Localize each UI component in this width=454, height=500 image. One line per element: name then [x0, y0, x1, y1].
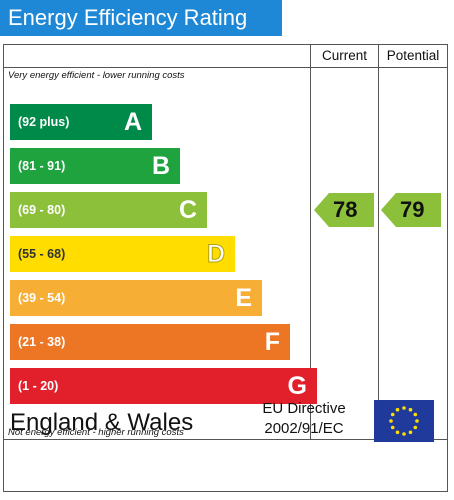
band-g: (1 - 20) G: [10, 368, 317, 404]
band-f: (21 - 38) F: [10, 324, 290, 360]
footer-region: England & Wales: [10, 409, 194, 436]
column-header-current: Current: [321, 48, 367, 63]
band-letter-d: D: [206, 240, 225, 269]
band-letter-c: C: [178, 196, 197, 224]
band-range-g: (1 - 20): [18, 379, 59, 393]
band-b: (81 - 91) B: [10, 148, 180, 184]
band-c: (69 - 80) C: [10, 192, 207, 228]
band-d: (55 - 68) D: [10, 236, 235, 272]
top-note: Very energy efficient - lower running co…: [8, 70, 185, 81]
band-range-d: (55 - 68): [18, 247, 66, 261]
current-rating-arrow-value: 78: [333, 197, 358, 222]
page-title: Energy Efficiency Rating: [8, 5, 248, 30]
current-rating-arrow: 78: [314, 193, 374, 227]
rating-frame: Current Potential Very energy efficient …: [3, 44, 448, 492]
potential-rating-arrow: 79: [381, 193, 441, 227]
bottom-note: Not energy efficient - higher running co…: [8, 427, 184, 438]
band-letter-f: F: [264, 328, 280, 356]
eu-flag-icon: [374, 400, 434, 442]
band-letter-b: B: [151, 152, 170, 180]
divider-potential: [378, 45, 379, 439]
column-header-potential: Potential: [386, 48, 440, 63]
band-letter-a: A: [123, 108, 142, 136]
band-range-f: (21 - 38): [18, 335, 66, 349]
directive-line-1: EU Directive: [262, 400, 346, 417]
band-letter-e: E: [235, 284, 252, 312]
band-letter-g: G: [287, 372, 307, 400]
band-range-c: (69 - 80): [18, 203, 66, 217]
band-a: (92 plus) A: [10, 104, 152, 140]
potential-rating-arrow-value: 79: [400, 197, 425, 222]
band-range-b: (81 - 91): [18, 159, 66, 173]
footer-directive: EU Directive 2002/91/EC: [252, 399, 356, 439]
band-range-a: (92 plus): [18, 115, 70, 129]
divider-current: [310, 45, 311, 439]
directive-line-2: 2002/91/EC: [264, 420, 344, 437]
header-divider: [4, 67, 447, 68]
band-e: (39 - 54) E: [10, 280, 262, 316]
title-bar: Energy Efficiency Rating: [0, 0, 282, 36]
band-range-e: (39 - 54): [18, 291, 66, 305]
footer-divider: [4, 439, 447, 440]
